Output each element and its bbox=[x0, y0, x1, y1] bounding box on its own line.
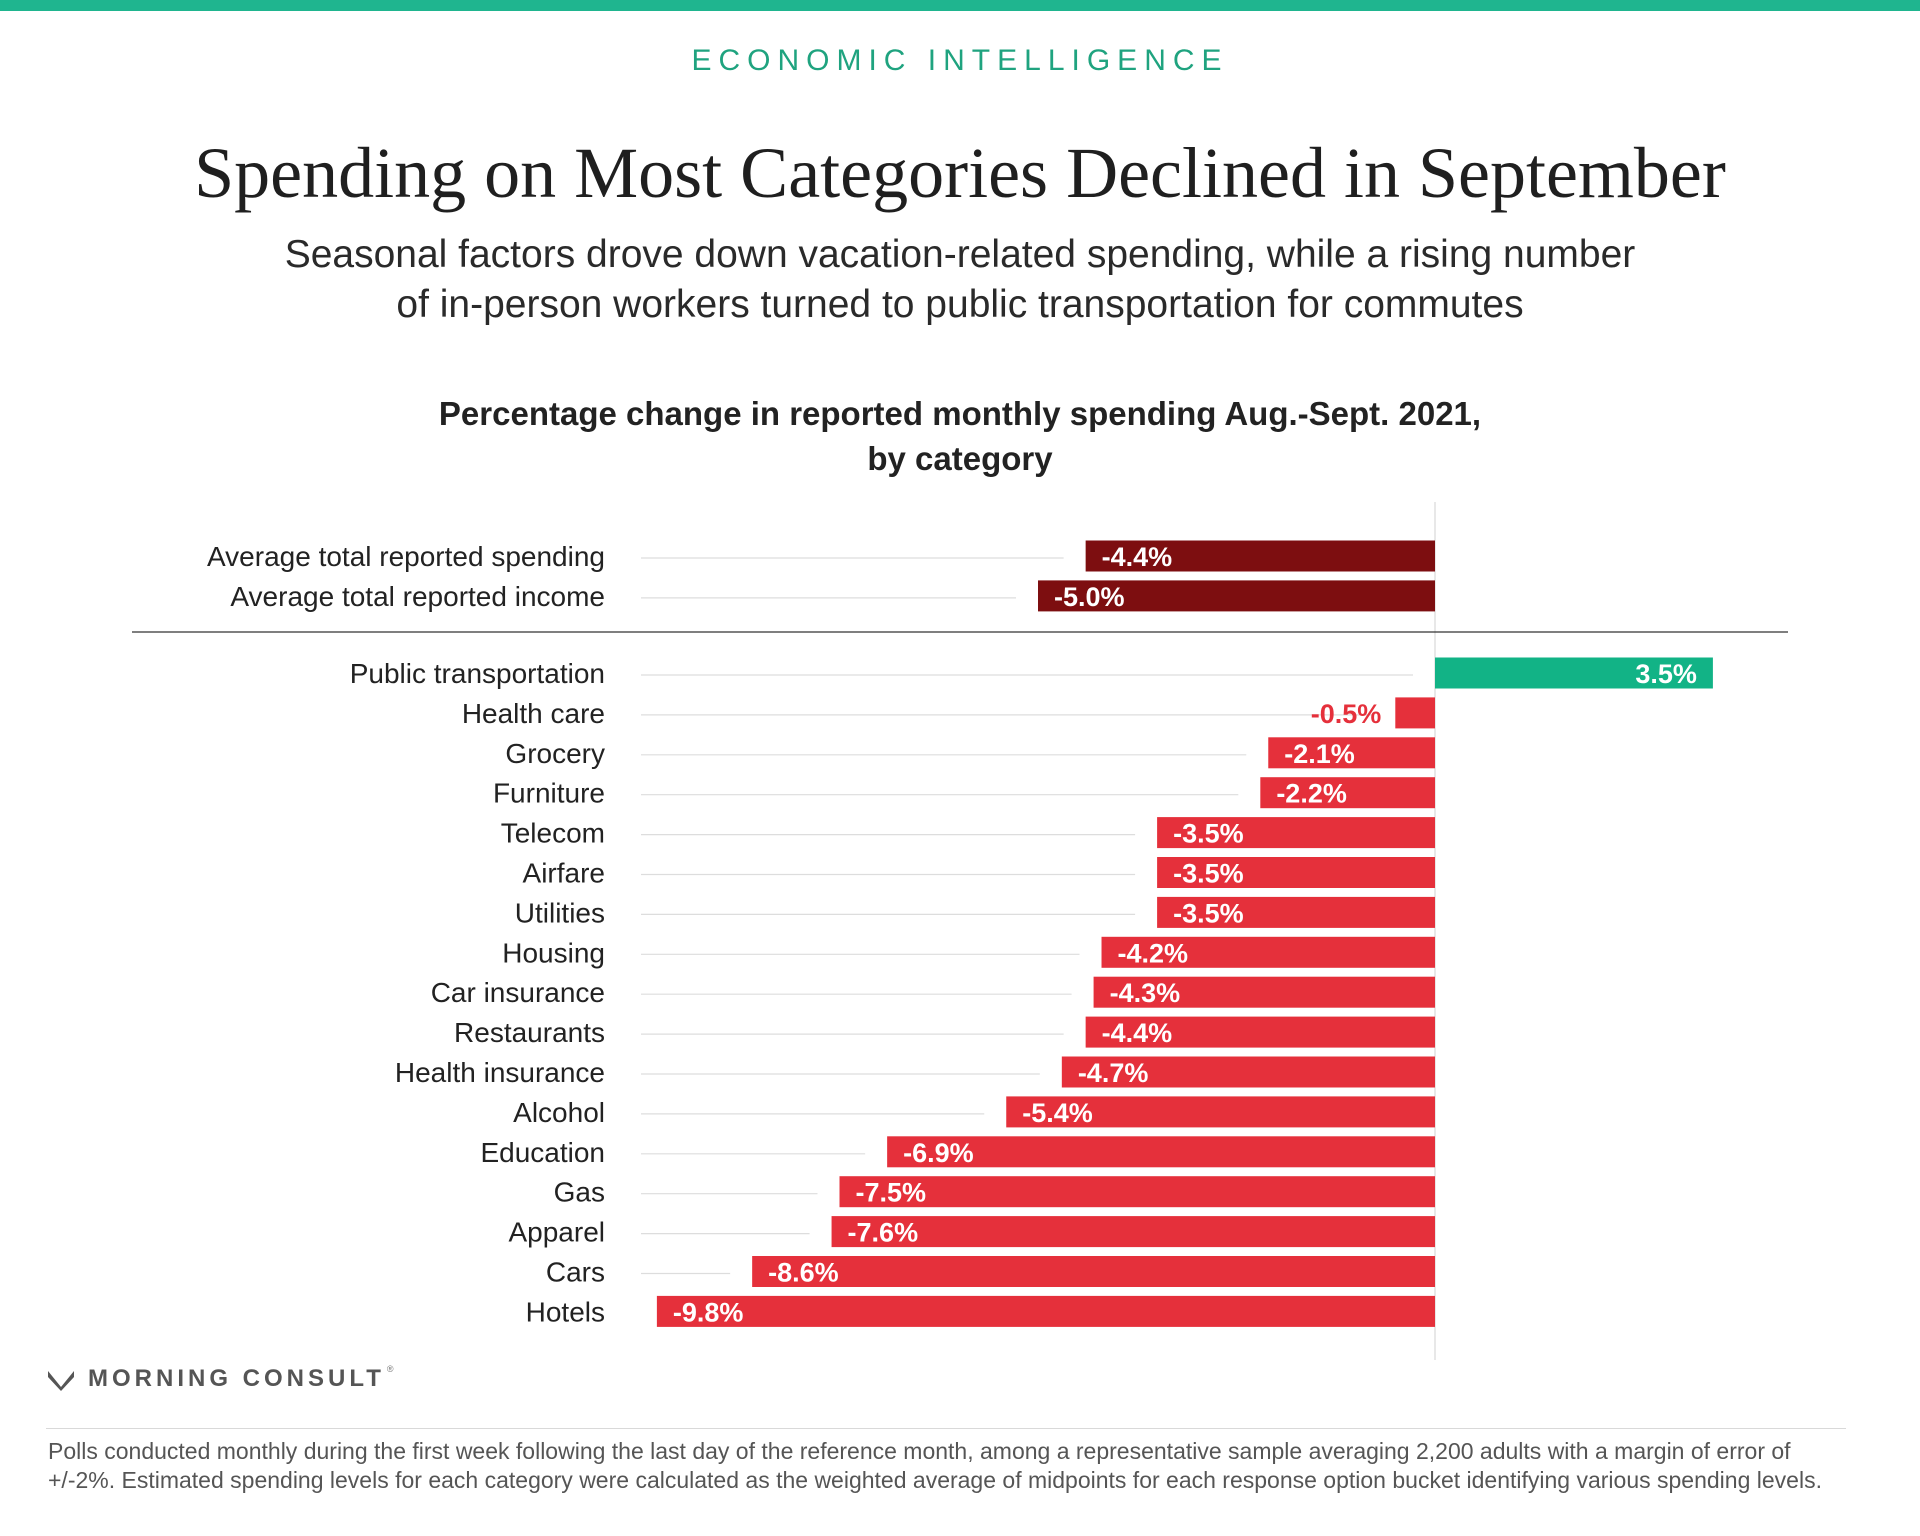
footer-divider bbox=[46, 1428, 1846, 1429]
brand-logo: MORNING CONSULT ® bbox=[46, 1364, 394, 1393]
bar bbox=[1435, 657, 1713, 689]
data-label: -4.4% bbox=[1102, 542, 1173, 572]
category-label: Cars bbox=[546, 1257, 605, 1288]
data-label: -8.6% bbox=[768, 1258, 839, 1288]
bar bbox=[656, 1295, 1435, 1327]
bar bbox=[752, 1256, 1435, 1287]
bar bbox=[1093, 976, 1435, 1008]
bar bbox=[1038, 580, 1435, 612]
bar bbox=[831, 1216, 1435, 1248]
bar bbox=[839, 1176, 1435, 1208]
bar bbox=[1157, 857, 1435, 888]
data-label: -6.9% bbox=[903, 1138, 974, 1168]
bar bbox=[1006, 1096, 1435, 1128]
category-label: Telecom bbox=[501, 818, 605, 849]
category-label: Apparel bbox=[508, 1217, 605, 1248]
bar bbox=[1061, 1056, 1435, 1088]
methodology-footnote: Polls conducted monthly during the first… bbox=[48, 1438, 1822, 1493]
page-subtitle: Seasonal factors drove down vacation-rel… bbox=[160, 230, 1760, 330]
bar bbox=[1260, 777, 1435, 809]
data-label: -3.5% bbox=[1173, 898, 1244, 928]
data-label: -7.6% bbox=[848, 1218, 919, 1248]
data-label: -3.5% bbox=[1173, 859, 1244, 889]
bar bbox=[1085, 540, 1435, 572]
category-label: Airfare bbox=[523, 858, 605, 889]
data-label: -4.2% bbox=[1118, 938, 1189, 968]
bar bbox=[887, 1136, 1435, 1168]
category-label: Restaurants bbox=[454, 1017, 605, 1048]
morning-consult-logo-icon bbox=[48, 1371, 74, 1391]
brand-logo-text: MORNING CONSULT bbox=[88, 1365, 385, 1392]
category-label: Gas bbox=[554, 1177, 605, 1208]
data-label: -5.4% bbox=[1022, 1098, 1093, 1128]
page-title: Spending on Most Categories Declined in … bbox=[194, 133, 1726, 213]
data-label: -2.1% bbox=[1284, 739, 1355, 769]
category-label: Hotels bbox=[526, 1296, 605, 1327]
data-label: -4.4% bbox=[1102, 1018, 1173, 1048]
bar bbox=[1268, 737, 1435, 769]
subtitle-line-2: of in-person workers turned to public tr… bbox=[396, 283, 1524, 326]
category-label: Housing bbox=[502, 937, 605, 968]
bar bbox=[1101, 936, 1435, 968]
category-label: Education bbox=[480, 1137, 605, 1168]
category-label: Average total reported income bbox=[230, 581, 605, 612]
data-label: -4.7% bbox=[1078, 1058, 1149, 1088]
category-label: Grocery bbox=[505, 738, 605, 769]
category-label: Furniture bbox=[493, 778, 605, 809]
category-label: Car insurance bbox=[431, 977, 605, 1008]
data-label: -0.5% bbox=[1311, 699, 1382, 729]
category-label: Health care bbox=[462, 698, 605, 729]
data-label: -7.5% bbox=[856, 1178, 927, 1208]
chart-title-line-2: by category bbox=[867, 440, 1053, 477]
bar bbox=[1157, 896, 1435, 928]
section-kicker: ECONOMIC INTELLIGENCE bbox=[691, 44, 1229, 77]
data-label: 3.5% bbox=[1635, 659, 1697, 689]
bar bbox=[1157, 817, 1435, 849]
category-label: Public transportation bbox=[350, 658, 605, 689]
subtitle-line-1: Seasonal factors drove down vacation-rel… bbox=[284, 233, 1636, 276]
category-label: Health insurance bbox=[395, 1057, 605, 1088]
data-label: -2.2% bbox=[1276, 779, 1347, 809]
bar bbox=[1395, 697, 1435, 729]
category-label: Alcohol bbox=[513, 1097, 605, 1128]
bar bbox=[1085, 1016, 1435, 1048]
brand-trademark: ® bbox=[386, 1364, 394, 1374]
data-label: -9.8% bbox=[673, 1297, 744, 1327]
bar-chart: Average total reported spending -4.4% Aver… bbox=[132, 502, 1788, 1360]
data-label: -4.3% bbox=[1110, 978, 1181, 1008]
chart-title: Percentage change in reported monthly sp… bbox=[260, 391, 1660, 481]
category-label: Average total reported spending bbox=[207, 541, 605, 572]
top-accent-bar bbox=[0, 0, 1920, 11]
chart-title-line-1: Percentage change in reported monthly sp… bbox=[438, 395, 1482, 432]
category-label: Utilities bbox=[515, 897, 605, 928]
data-label: -5.0% bbox=[1054, 582, 1125, 612]
data-label: -3.5% bbox=[1173, 819, 1244, 849]
